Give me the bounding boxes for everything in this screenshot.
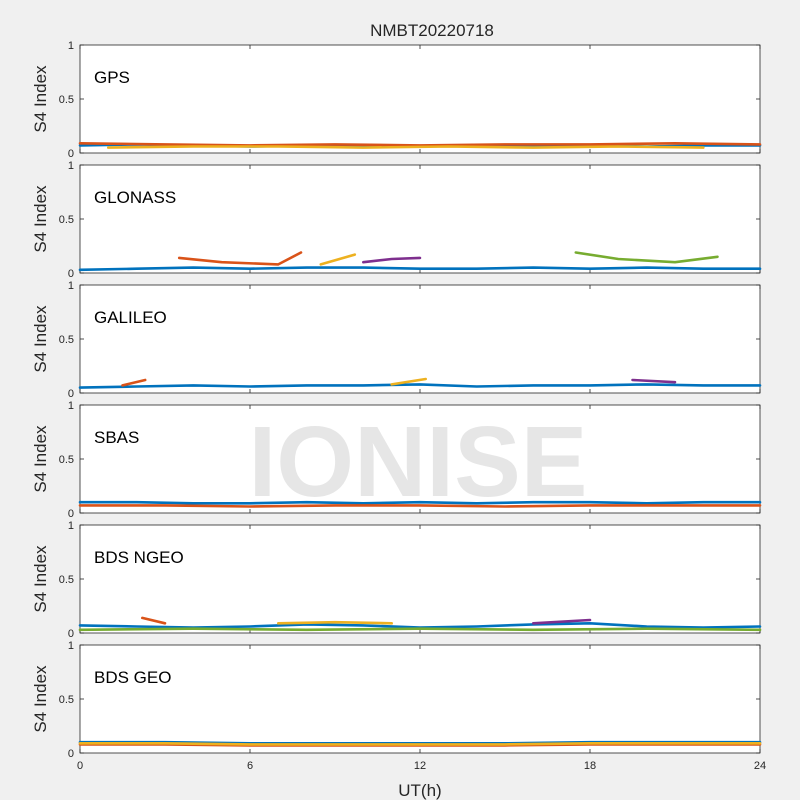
panel-1: 0 0.5 1 S4 Index GLONASS xyxy=(31,160,762,280)
panel-label: SBAS xyxy=(94,428,139,447)
series-line xyxy=(141,616,167,625)
series-line xyxy=(276,620,394,625)
panel-label: GLONASS xyxy=(94,188,176,207)
y-tick-label: 0.5 xyxy=(59,574,74,586)
y-tick-label: 0.5 xyxy=(59,94,74,106)
y-axis-label: S4 Index xyxy=(31,665,50,733)
y-tick-label: 1 xyxy=(68,520,74,532)
y-tick-label: 0 xyxy=(68,388,74,400)
x-tick-label: 24 xyxy=(754,760,766,772)
x-axis-label: UT(h) xyxy=(398,781,441,800)
series-line xyxy=(78,627,762,632)
y-tick-label: 0 xyxy=(68,268,74,280)
x-tick-label: 0 xyxy=(77,760,83,772)
plot-area xyxy=(79,284,761,394)
ionise-watermark: IONISE xyxy=(249,406,588,518)
series-line xyxy=(531,618,592,625)
figure-title: NMBT20220718 xyxy=(370,21,494,40)
panel-3: 0 0.5 1 S4 Index SBAS xyxy=(31,400,762,520)
y-tick-label: 1 xyxy=(68,640,74,652)
panel-label: GPS xyxy=(94,68,130,87)
series-line xyxy=(574,251,719,264)
y-tick-label: 1 xyxy=(68,400,74,412)
plot-area xyxy=(79,524,761,634)
series-line xyxy=(121,378,147,387)
y-tick-label: 0.5 xyxy=(59,334,74,346)
x-tick-label: 18 xyxy=(584,760,596,772)
panel-5: 0 6 12 18 24 0 0.5 1 S4 Index BDS GEO xyxy=(31,640,766,772)
y-axis-label: S4 Index xyxy=(31,425,50,493)
series-line xyxy=(78,142,762,147)
series-line xyxy=(107,145,705,149)
y-tick-label: 0.5 xyxy=(59,214,74,226)
panel-0: 0 0.5 1 S4 Index GPS xyxy=(31,40,762,160)
y-tick-label: 0 xyxy=(68,508,74,520)
y-axis-label: S4 Index xyxy=(31,65,50,133)
panel-label: GALILEO xyxy=(94,308,167,327)
series-line xyxy=(390,377,428,386)
series-line xyxy=(78,504,762,508)
y-tick-label: 0.5 xyxy=(59,694,74,706)
y-tick-label: 0 xyxy=(68,148,74,160)
series-line xyxy=(78,383,762,389)
panel-4: 0 0.5 1 S4 Index BDS NGEO xyxy=(31,520,762,640)
series-line xyxy=(78,741,762,746)
series-line xyxy=(78,266,762,272)
y-tick-label: 0.5 xyxy=(59,454,74,466)
series-line xyxy=(361,256,422,264)
panel-label: BDS NGEO xyxy=(94,548,184,567)
x-tick-label: 6 xyxy=(247,760,253,772)
plot-area xyxy=(79,644,761,754)
series-line xyxy=(78,500,762,505)
y-tick-label: 1 xyxy=(68,280,74,292)
series-line xyxy=(631,378,677,384)
y-axis-label: S4 Index xyxy=(31,545,50,613)
y-tick-label: 0 xyxy=(68,748,74,760)
x-tick-label: 12 xyxy=(414,760,426,772)
series-line xyxy=(177,251,303,266)
series-line xyxy=(319,253,357,266)
y-tick-label: 0 xyxy=(68,628,74,640)
y-tick-label: 1 xyxy=(68,40,74,52)
panel-2: 0 0.5 1 S4 Index GALILEO xyxy=(31,280,762,400)
plot-area xyxy=(79,44,761,154)
panel-label: BDS GEO xyxy=(94,668,171,687)
y-tick-label: 1 xyxy=(68,160,74,172)
y-axis-label: S4 Index xyxy=(31,305,50,373)
plot-area xyxy=(79,404,761,514)
y-axis-label: S4 Index xyxy=(31,185,50,253)
